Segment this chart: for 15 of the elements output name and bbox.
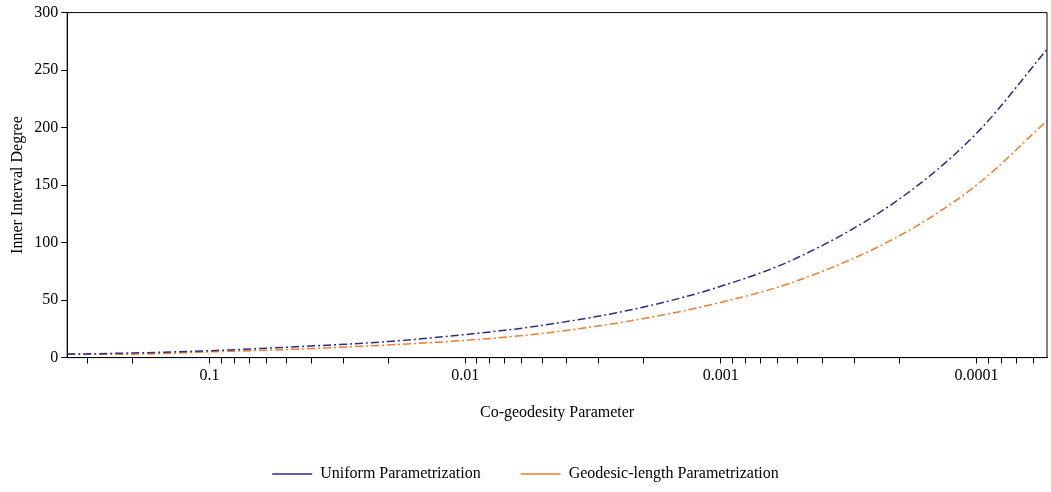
y-axis-title: Inner Interval Degree	[7, 116, 26, 254]
legend-label: Geodesic-length Parametrization	[568, 464, 779, 483]
y-tick-label: 200	[34, 117, 59, 135]
legend-label: Uniform Parametrization	[320, 464, 481, 482]
y-tick-label: 300	[34, 2, 59, 20]
y-tick-label: 100	[34, 232, 59, 250]
x-tick-label: 0.1	[199, 366, 220, 384]
y-tick-label: 0	[50, 347, 59, 365]
x-tick-label: 0.01	[451, 366, 480, 384]
x-tick-label: 0.0001	[954, 366, 999, 384]
y-tick-label: 150	[34, 175, 59, 193]
y-tick-label: 50	[42, 290, 59, 308]
x-axis-title: Co-geodesity Parameter	[480, 402, 635, 421]
x-tick-label: 0.001	[702, 366, 739, 384]
y-tick-label: 250	[34, 60, 59, 78]
